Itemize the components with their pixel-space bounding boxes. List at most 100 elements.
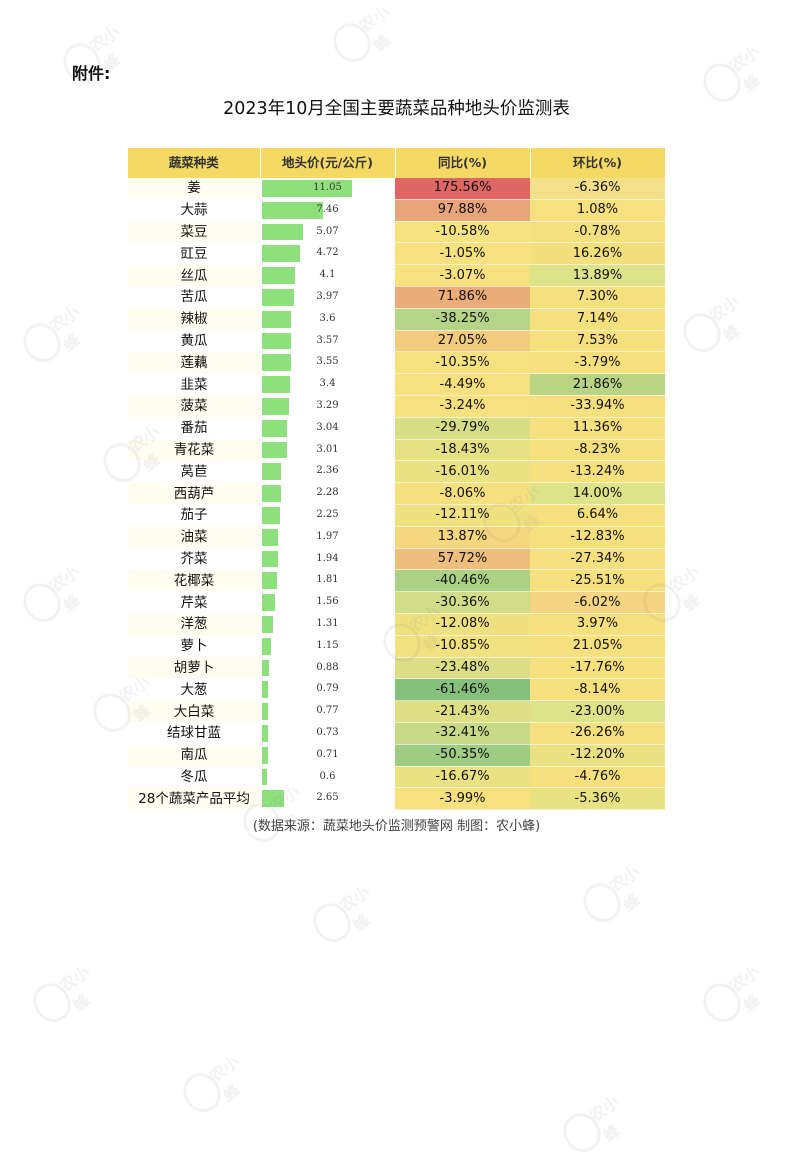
header-price: 地头价(元/公斤)	[260, 148, 396, 178]
price-cell: 1.97	[260, 526, 395, 549]
mom-value: -5.36%	[530, 787, 665, 811]
price-cell: 0.79	[260, 678, 395, 702]
price-bar	[262, 637, 272, 655]
vegetable-name: 菜豆	[128, 221, 260, 244]
yoy-value: -10.35%	[395, 351, 530, 375]
yoy-value: -21.43%	[395, 700, 530, 723]
price-value: 3.97	[316, 290, 339, 302]
watermark-logo: 农小蜂	[300, 862, 400, 957]
table-row: 胡萝卜 0.88 -23.48% -17.76%	[128, 657, 665, 680]
price-cell: 1.56	[260, 591, 395, 614]
price-cell: 3.57	[260, 330, 395, 353]
vegetable-name: 韭菜	[128, 373, 260, 396]
table-row: 大白菜 0.77 -21.43% -23.00%	[128, 700, 665, 723]
price-cell: 1.31	[260, 613, 395, 636]
price-value: 2.28	[316, 487, 339, 499]
table-row: 莴苣 2.36 -16.01% -13.24%	[128, 460, 665, 484]
price-bar	[262, 768, 267, 786]
mom-value: 16.26%	[530, 242, 665, 266]
source-note: (数据来源：蔬菜地头价监测预警网 制图：农小蜂)	[252, 819, 541, 834]
yoy-value: -23.48%	[395, 657, 530, 680]
price-cell: 4.1	[260, 264, 395, 287]
mom-value: -4.76%	[530, 766, 665, 789]
yoy-value: -40.46%	[395, 569, 530, 593]
price-bar	[262, 376, 290, 393]
price-value: 3.04	[316, 421, 339, 433]
table-row: 菜豆 5.07 -10.58% -0.78%	[128, 221, 665, 244]
price-value: 2.36	[316, 465, 339, 477]
table-row: 豇豆 4.72 -1.05% 16.26%	[128, 242, 665, 266]
price-bar	[262, 397, 289, 415]
price-value: 0.88	[316, 661, 339, 673]
vegetable-name: 大白菜	[128, 700, 260, 723]
price-cell: 1.81	[260, 569, 395, 593]
mom-value: -6.02%	[530, 591, 665, 614]
watermark-logo: 农小蜂	[570, 842, 670, 937]
price-bar	[262, 528, 279, 546]
price-bar	[262, 724, 268, 742]
vegetable-name: 大蒜	[128, 199, 260, 222]
table-title: 2023年10月全国主要蔬菜品种地头价监测表	[223, 99, 570, 119]
price-cell: 0.6	[260, 766, 395, 789]
table-row: 苦瓜 3.97 71.86% 7.30%	[128, 286, 665, 309]
yoy-value: -16.67%	[395, 766, 530, 789]
yoy-value: -32.41%	[395, 722, 530, 745]
table-row: 芹菜 1.56 -30.36% -6.02%	[128, 591, 665, 614]
vegetable-name: 豇豆	[128, 242, 260, 266]
mom-value: 7.30%	[530, 286, 665, 309]
price-cell: 1.15	[260, 635, 395, 658]
mom-value: -25.51%	[530, 569, 665, 593]
table-row: 西葫芦 2.28 -8.06% 14.00%	[128, 482, 665, 505]
yoy-value: -61.46%	[395, 678, 530, 702]
price-bar	[262, 550, 278, 568]
table-row: 大葱 0.79 -61.46% -8.14%	[128, 678, 665, 702]
price-value: 0.6	[319, 770, 336, 782]
price-cell: 11.05	[260, 178, 395, 200]
price-cell: 2.65	[260, 787, 395, 811]
mom-value: 7.53%	[530, 330, 665, 353]
yoy-value: -30.36%	[395, 591, 530, 614]
price-value: 0.77	[316, 705, 339, 717]
table-row: 青花菜 3.01 -18.43% -8.23%	[128, 439, 665, 462]
mom-value: -0.78%	[530, 221, 665, 244]
mom-value: -27.34%	[530, 548, 665, 571]
price-value: 4.72	[316, 247, 339, 259]
table-row: 花椰菜 1.81 -40.46% -25.51%	[128, 569, 665, 593]
table-row: 茄子 2.25 -12.11% 6.64%	[128, 504, 665, 527]
mom-value: -12.83%	[530, 526, 665, 549]
mom-value: 11.36%	[530, 417, 665, 440]
yoy-value: -4.49%	[395, 373, 530, 396]
price-bar	[262, 267, 296, 284]
table-row: 大蒜 7.46 97.88% 1.08%	[128, 199, 665, 222]
price-value: 11.05	[313, 182, 342, 193]
yoy-value: -3.24%	[395, 395, 530, 418]
price-cell: 3.4	[260, 373, 395, 396]
price-bar	[262, 703, 269, 720]
yoy-value: 175.56%	[395, 178, 530, 200]
price-cell: 3.29	[260, 395, 395, 418]
price-value: 3.29	[316, 399, 339, 411]
mom-value: -26.26%	[530, 722, 665, 745]
vegetable-name: 黄瓜	[128, 330, 260, 353]
vegetable-name: 番茄	[128, 417, 260, 440]
mom-value: 21.86%	[530, 373, 665, 396]
yoy-value: -3.07%	[395, 264, 530, 287]
header-vegetable: 蔬菜种类	[128, 148, 261, 178]
price-bar	[262, 659, 270, 677]
watermark-logo: 农小蜂	[170, 1032, 270, 1127]
price-bar	[262, 506, 281, 524]
table-row: 结球甘蓝 0.73 -32.41% -26.26%	[128, 722, 665, 745]
price-bar	[262, 310, 292, 328]
mom-value: -17.76%	[530, 657, 665, 680]
price-bar	[262, 485, 281, 502]
mom-value: 7.14%	[530, 308, 665, 331]
mom-value: 1.08%	[530, 199, 665, 222]
price-cell: 0.71	[260, 744, 395, 767]
price-bar	[262, 288, 295, 306]
price-cell: 1.94	[260, 548, 395, 571]
header-yoy: 同比(%)	[395, 148, 531, 178]
price-value: 3.4	[319, 378, 336, 390]
price-value: 1.97	[316, 530, 339, 542]
mom-value: -33.94%	[530, 395, 665, 418]
mom-value: -13.24%	[530, 460, 665, 484]
